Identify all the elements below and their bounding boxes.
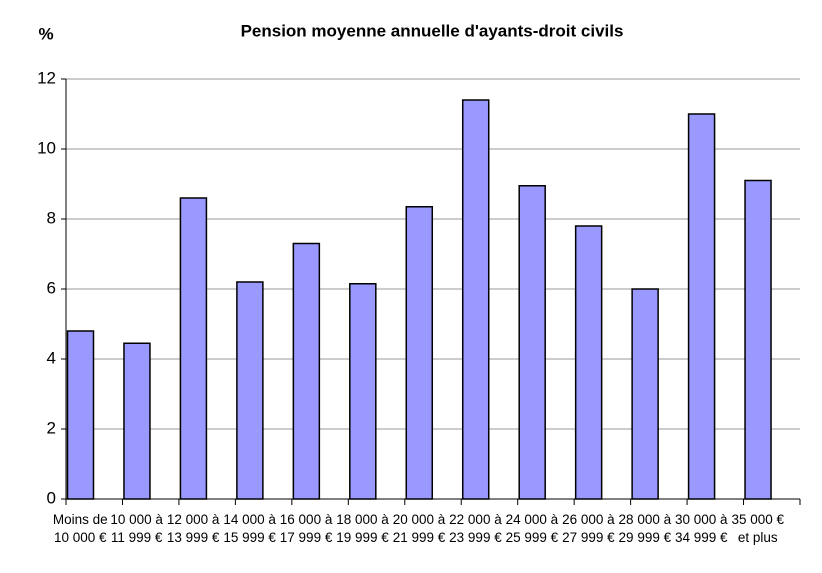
x-tick-label: 14 000 à 15 999 €: [223, 512, 276, 545]
y-tick-label: 0: [47, 488, 56, 507]
x-tick-label: 16 000 à 17 999 €: [279, 512, 333, 545]
bar: [461, 99, 490, 500]
bar: [349, 283, 377, 500]
x-tick-label: 35 000 € et plus: [731, 512, 785, 545]
y-tick-label: 4: [47, 348, 56, 367]
y-tick-label: 2: [47, 418, 56, 437]
bar: [518, 185, 546, 500]
x-tick-label: 24 000 à 25 999 €: [505, 512, 559, 545]
x-tick-label: 26 000 à 27 999 €: [562, 512, 615, 545]
bar: [292, 242, 321, 500]
bar: [123, 342, 151, 500]
y-tick-label: 6: [47, 278, 56, 297]
bar: [179, 197, 208, 500]
x-tick-label: 10 000 à 11 999 €: [110, 512, 163, 545]
y-tick-label: 8: [47, 208, 56, 227]
x-tick-label: 22 000 à 23 999 €: [449, 512, 502, 545]
bar: [405, 206, 434, 500]
x-tick-label: 30 000 à 34 999 €: [675, 512, 728, 545]
bar: [574, 225, 603, 500]
x-tick-label: 20 000 à 21 999 €: [392, 512, 446, 545]
x-tick-label: 28 000 à 29 999 €: [618, 512, 672, 545]
chart-title: Pension moyenne annuelle d'ayants-droit …: [241, 21, 624, 40]
bar: [236, 281, 264, 500]
bar: [744, 179, 772, 500]
bar: [631, 288, 659, 500]
y-axis-label: %: [38, 24, 53, 43]
x-tick-label: 18 000 à 19 999 €: [336, 512, 389, 545]
x-tick-label: Moins de 10 000 €: [52, 512, 108, 545]
y-tick-label: 10: [37, 138, 56, 157]
bar: [66, 330, 95, 500]
x-tick-label: 12 000 à 13 999 €: [166, 512, 220, 545]
y-tick-label: 12: [37, 68, 56, 87]
bar: [687, 113, 716, 500]
